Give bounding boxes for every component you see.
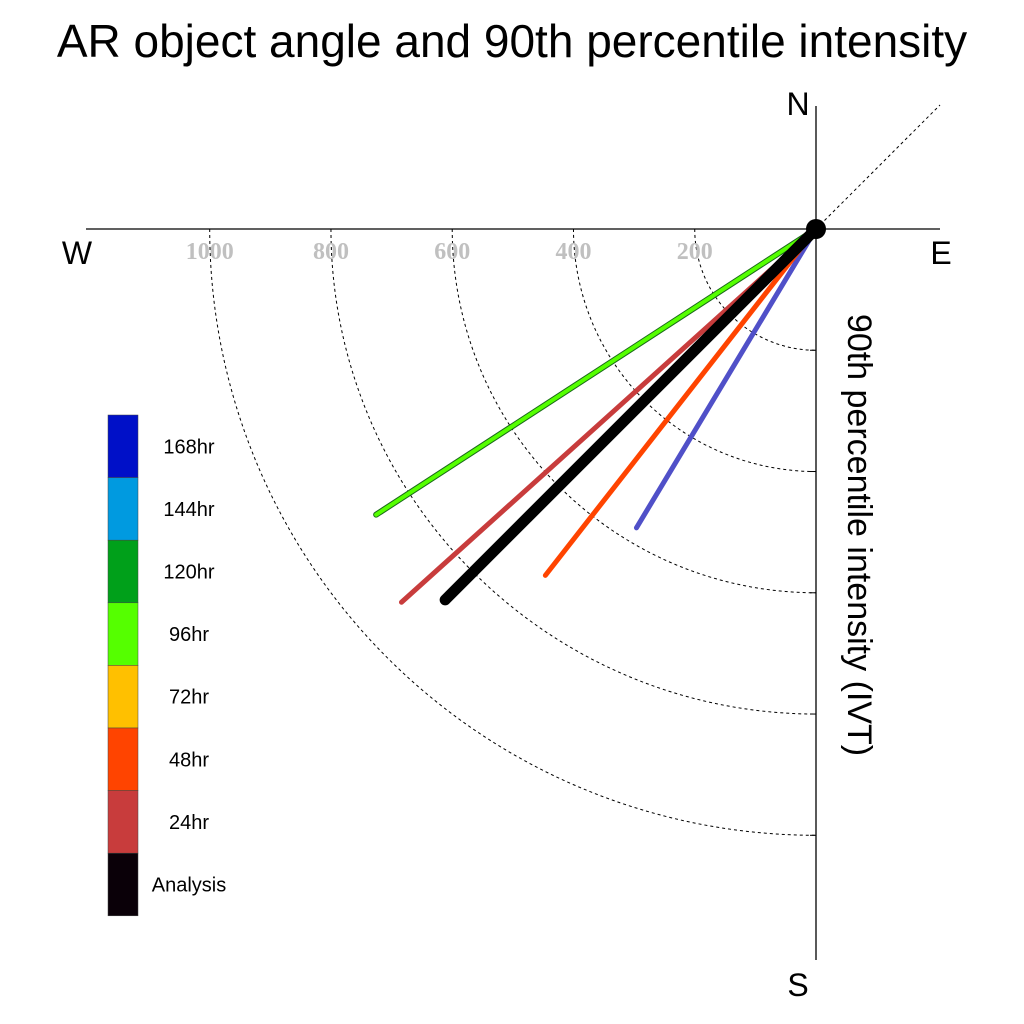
ring-label-1000: 1000 <box>186 239 234 265</box>
range-ring-1000 <box>209 228 817 836</box>
legend-label-120hr: 120hr <box>163 562 214 584</box>
compass-west-label: W <box>62 235 93 271</box>
legend-swatch-analysis <box>107 852 139 917</box>
chart-title: AR object angle and 90th percentile inte… <box>56 15 968 67</box>
legend-layer: 168hr 144hr 120hr 96hr 72hr 48hr 24hr Analysis <box>107 414 226 917</box>
legend-label-168hr: 168hr <box>163 436 214 458</box>
origin-marker <box>806 219 826 239</box>
series-line-96hr <box>374 227 818 517</box>
series-layer <box>373 219 826 606</box>
legend-swatch-24hr <box>107 790 139 854</box>
legend-label-analysis: Analysis <box>152 875 226 897</box>
range-ring-400 <box>572 228 817 473</box>
legend-label-96hr: 96hr <box>169 624 209 646</box>
diagonal-guide <box>815 104 941 230</box>
compass-north-label: N <box>786 86 809 122</box>
legend-swatch-96hr <box>107 602 139 666</box>
axis-layer <box>86 106 940 960</box>
legend-label-48hr: 48hr <box>169 749 209 771</box>
legend-swatch-120hr <box>107 539 139 604</box>
range-ring-600 <box>451 228 817 594</box>
series-line-analysis <box>439 223 822 606</box>
legend-label-24hr: 24hr <box>169 812 209 834</box>
legend-swatch-48hr <box>107 727 139 791</box>
range-ring-200 <box>694 228 817 351</box>
ring-label-400: 400 <box>555 239 591 265</box>
legend-label-144hr: 144hr <box>163 499 214 521</box>
legend-swatch-144hr <box>107 477 139 541</box>
series-line-48hr <box>542 226 819 578</box>
series-line-168hr <box>633 226 819 531</box>
ring-label-800: 800 <box>313 239 349 265</box>
compass-south-label: S <box>787 967 808 1003</box>
y-axis-label: 90th percentile intensity (IVT) <box>840 314 878 756</box>
legend-label-72hr: 72hr <box>169 687 209 709</box>
compass-east-label: E <box>930 235 951 271</box>
legend-swatch-72hr <box>107 665 139 729</box>
label-layer: 200 400 600 800 1000 N S E W 90th percentile inte… <box>62 86 952 1003</box>
legend-swatch-168hr <box>107 414 139 478</box>
ring-label-200: 200 <box>677 239 713 265</box>
ring-label-600: 600 <box>434 239 470 265</box>
